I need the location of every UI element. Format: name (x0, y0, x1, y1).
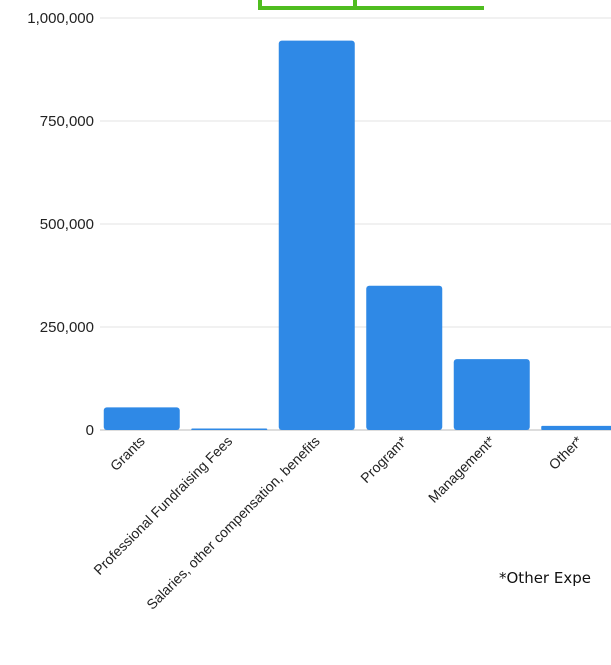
title-accent-bracket (258, 0, 484, 12)
x-tick-label: Grants (107, 433, 148, 474)
y-tick-label: 0 (86, 422, 94, 439)
x-tick-label: Salaries, other compensation, benefits (143, 433, 323, 613)
x-tick-label: Management* (425, 432, 498, 505)
gridlines (100, 17, 611, 431)
y-tick-label: 250,000 (40, 319, 94, 336)
x-tick-label: Other* (545, 432, 585, 472)
bars (103, 40, 611, 431)
x-tick-label: Program* (357, 432, 411, 486)
y-tick-label: 500,000 (40, 216, 94, 233)
bar[interactable] (541, 425, 611, 430)
y-tick-label: 750,000 (40, 113, 94, 130)
bar[interactable] (278, 40, 355, 430)
x-tick-label: Professional Fundraising Fees (90, 433, 235, 578)
y-axis: 0 250,000 500,000 750,000 1,000,000 (27, 10, 94, 439)
bar[interactable] (366, 285, 443, 430)
bar[interactable] (103, 407, 180, 430)
bar[interactable] (453, 359, 530, 430)
footnote-text: *Other Expe (499, 569, 591, 587)
y-tick-label: 1,000,000 (27, 10, 94, 27)
bar[interactable] (191, 428, 268, 431)
